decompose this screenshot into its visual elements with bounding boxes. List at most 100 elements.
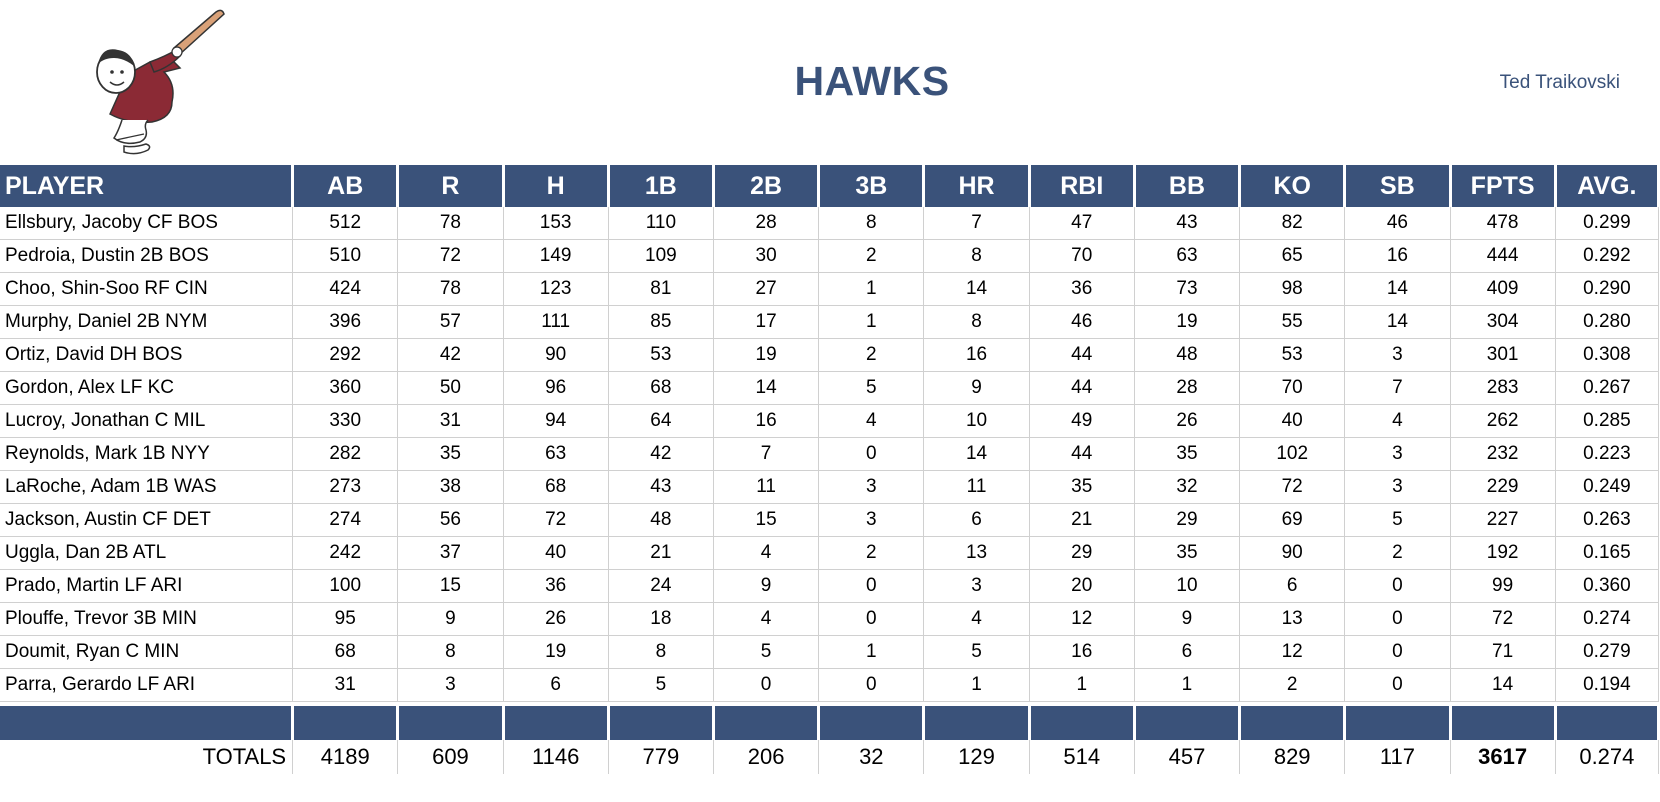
totals-label: TOTALS <box>0 740 294 774</box>
stat-cell: 274 <box>292 503 399 537</box>
stat-cell: 0.165 <box>1555 536 1660 570</box>
stat-cell: 70 <box>1029 239 1135 273</box>
stat-cell: 2 <box>1344 536 1451 570</box>
stat-cell: 31 <box>292 668 399 702</box>
stat-cell: 0.263 <box>1555 503 1660 537</box>
stat-cell: 16 <box>1344 239 1451 273</box>
stat-cell: 85 <box>608 305 714 339</box>
total-cell: 117 <box>1344 740 1451 774</box>
stat-cell: 5 <box>923 635 1030 669</box>
stat-cell: 26 <box>503 602 609 636</box>
stat-cell: 2 <box>1239 668 1346 702</box>
stat-cell: 53 <box>1239 338 1346 372</box>
column-header-1b: 1B <box>608 165 715 207</box>
stat-cell: 4 <box>1344 404 1451 438</box>
stat-cell: 0 <box>1344 635 1451 669</box>
stat-cell: 0.249 <box>1555 470 1660 504</box>
stat-cell: 71 <box>1450 635 1556 669</box>
stat-cell: 510 <box>292 239 399 273</box>
table-row: Parra, Gerardo LF ARI 31 3 6 5 0 0 1 1 1 2 0 14 0.194 <box>0 668 1660 702</box>
table-row: Reynolds, Mark 1B NYY 282 35 63 42 7 0 14 44 35 10… <box>0 437 1660 471</box>
total-cell: 609 <box>397 740 504 774</box>
stat-cell: 444 <box>1450 239 1556 273</box>
stat-cell: 8 <box>397 635 504 669</box>
table-row: Uggla, Dan 2B ATL 242 37 40 21 4 2 13 29 35 90 2 192… <box>0 536 1660 570</box>
stat-cell: 14 <box>923 437 1030 471</box>
stat-cell: 78 <box>397 207 504 240</box>
stat-cell: 42 <box>608 437 714 471</box>
stat-cell: 27 <box>713 272 820 306</box>
stat-cell: 283 <box>1450 371 1556 405</box>
stat-cell: 109 <box>608 239 714 273</box>
stat-cell: 149 <box>503 239 609 273</box>
stat-cell: 3 <box>1344 437 1451 471</box>
column-header-r: R <box>397 165 505 207</box>
stat-cell: 3 <box>1344 338 1451 372</box>
column-header-row: PLAYER AB R H 1B 2B 3B HR RBI BB KO SB FPTS AVG. <box>0 165 1660 207</box>
stat-cell: 19 <box>1134 305 1241 339</box>
stat-cell: 0.279 <box>1555 635 1660 669</box>
stat-cell: 10 <box>1134 569 1241 603</box>
table-row: Jackson, Austin CF DET 274 56 72 48 15 3 6 21 29 6… <box>0 503 1660 537</box>
player-name-cell: Doumit, Ryan C MIN <box>0 635 294 669</box>
table-row: Gordon, Alex LF KC 360 50 96 68 14 5 9 44 28 70 7 28… <box>0 371 1660 405</box>
stat-cell: 50 <box>397 371 504 405</box>
table-row: Ortiz, David DH BOS 292 42 90 53 19 2 16 44 48 53 3… <box>0 338 1660 372</box>
stat-cell: 0.194 <box>1555 668 1660 702</box>
player-stats-table: PLAYER AB R H 1B 2B 3B HR RBI BB KO SB FPTS AVG. Ells… <box>0 165 1660 774</box>
stat-cell: 14 <box>1450 668 1556 702</box>
stat-cell: 0 <box>713 668 820 702</box>
stat-cell: 7 <box>923 207 1030 240</box>
stat-cell: 94 <box>503 404 609 438</box>
stat-cell: 8 <box>923 239 1030 273</box>
stat-cell: 242 <box>292 536 399 570</box>
stat-cell: 192 <box>1450 536 1556 570</box>
stat-cell: 4 <box>923 602 1030 636</box>
stat-cell: 0.290 <box>1555 272 1660 306</box>
stat-cell: 15 <box>713 503 820 537</box>
column-header-2b: 2B <box>713 165 821 207</box>
stat-cell: 7 <box>713 437 820 471</box>
stat-cell: 6 <box>923 503 1030 537</box>
total-cell: 514 <box>1029 740 1135 774</box>
stat-cell: 0.267 <box>1555 371 1660 405</box>
stat-cell: 1 <box>923 668 1030 702</box>
stat-cell: 30 <box>713 239 820 273</box>
table-row: LaRoche, Adam 1B WAS 273 38 68 43 11 3 11 35 32 72… <box>0 470 1660 504</box>
stat-cell: 16 <box>923 338 1030 372</box>
stat-cell: 32 <box>1134 470 1241 504</box>
stat-cell: 396 <box>292 305 399 339</box>
stat-cell: 0.292 <box>1555 239 1660 273</box>
stat-cell: 1 <box>1134 668 1241 702</box>
stat-cell: 35 <box>1029 470 1135 504</box>
stat-cell: 13 <box>1239 602 1346 636</box>
stat-cell: 0 <box>1344 602 1451 636</box>
stat-cell: 95 <box>292 602 399 636</box>
stat-cell: 43 <box>1134 207 1241 240</box>
stat-cell: 16 <box>1029 635 1135 669</box>
stat-cell: 5 <box>608 668 714 702</box>
team-title: HAWKS <box>794 58 950 104</box>
stat-cell: 40 <box>1239 404 1346 438</box>
table-row: Murphy, Daniel 2B NYM 396 57 111 85 17 1 8 46 19 5… <box>0 305 1660 339</box>
divider-band-cell <box>503 706 610 740</box>
stat-cell: 64 <box>608 404 714 438</box>
divider-band-cell <box>292 706 400 740</box>
stat-cell: 6 <box>1134 635 1241 669</box>
stat-cell: 110 <box>608 207 714 240</box>
stat-cell: 21 <box>1029 503 1135 537</box>
player-name-cell: Choo, Shin-Soo RF CIN <box>0 272 294 306</box>
divider-band-cell <box>1029 706 1136 740</box>
stat-cell: 63 <box>503 437 609 471</box>
stat-cell: 44 <box>1029 371 1135 405</box>
stat-cell: 14 <box>923 272 1030 306</box>
stat-cell: 0.308 <box>1555 338 1660 372</box>
player-name-cell: Murphy, Daniel 2B NYM <box>0 305 294 339</box>
stat-cell: 70 <box>1239 371 1346 405</box>
column-header-avg: AVG. <box>1555 165 1660 207</box>
totals-row: TOTALS 4189 609 1146 779 206 32 129 514 457 829 117… <box>0 740 1660 774</box>
stat-cell: 8 <box>923 305 1030 339</box>
stat-cell: 1 <box>1029 668 1135 702</box>
column-header-3b: 3B <box>818 165 926 207</box>
stat-cell: 292 <box>292 338 399 372</box>
